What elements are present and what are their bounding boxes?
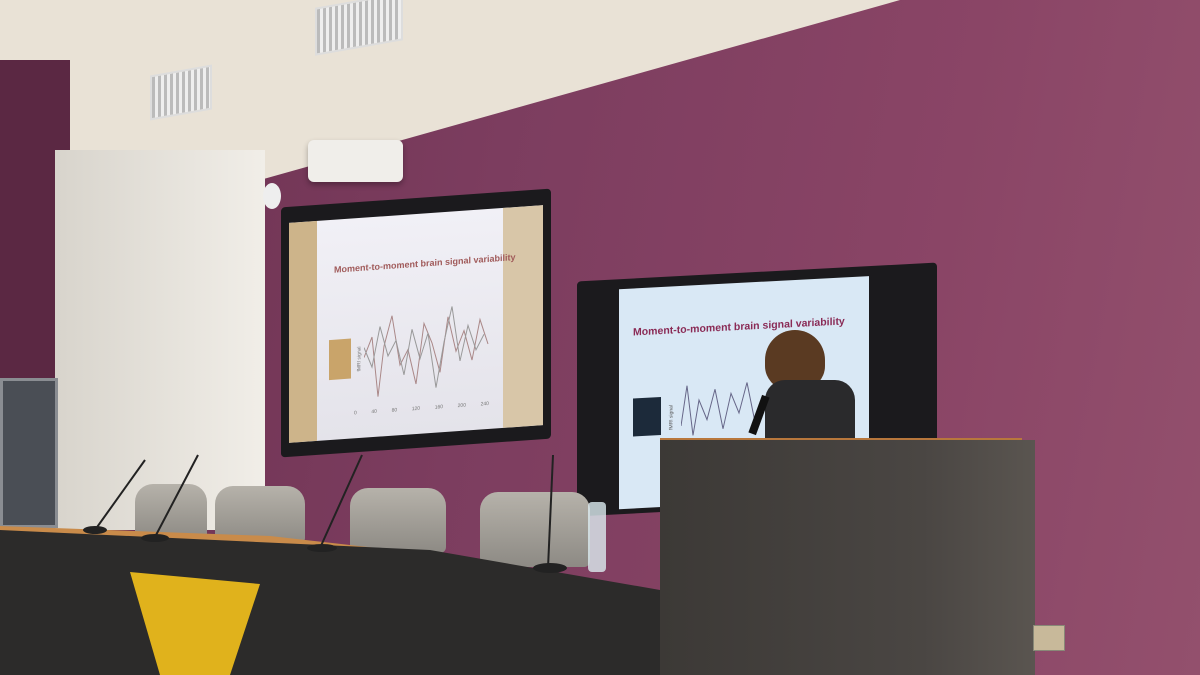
projection-screen-left: Moment-to-moment brain signal variabilit… [281,188,551,458]
chair [350,488,446,553]
x-tick: 160 [434,404,444,411]
door [0,378,58,528]
water-bottle [588,502,606,572]
white-pillar [55,150,265,530]
podium [660,440,1035,675]
x-tick: 120 [411,405,421,413]
x-tick: 240 [480,400,489,408]
y-axis-label: fMRI signal [356,346,363,372]
chair [480,492,590,567]
y-axis-label: fMRI signal [668,404,675,431]
brain-scan-thumbnail [633,397,661,437]
x-tick: 40 [371,408,377,416]
chair [215,486,305,544]
x-tick: 80 [391,407,398,414]
speaker-person [748,330,855,440]
slide-title: Moment-to-moment brain signal variabilit… [334,252,516,275]
signal-plot [681,382,771,436]
slide: Moment-to-moment brain signal variabilit… [289,205,543,443]
brain-scan-thumbnail [329,338,351,381]
power-outlet [1033,625,1065,651]
chair [135,484,207,540]
signal-plot [364,306,489,397]
speaker [263,183,281,209]
x-tick: 0 [354,410,357,417]
desk-microphones [83,454,567,573]
x-tick: 200 [457,402,466,410]
projector [308,140,403,182]
